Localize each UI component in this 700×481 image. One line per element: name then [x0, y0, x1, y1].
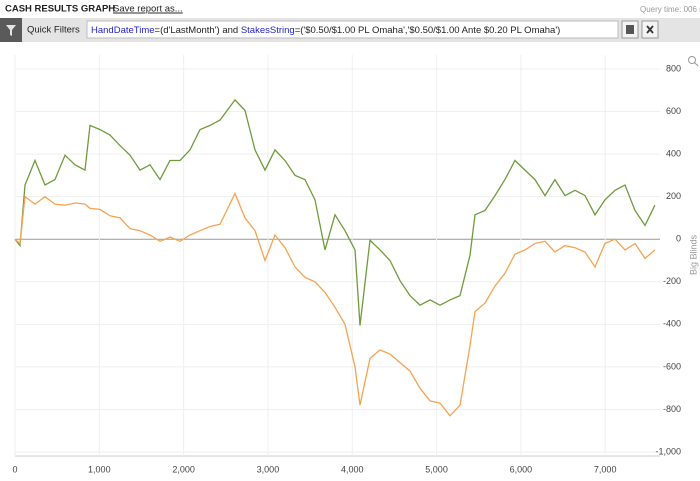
filter-token: =('$0.50/$1.00 PL Omaha','$0.50/$1.00 An…	[295, 25, 561, 36]
filter-input[interactable]	[86, 20, 619, 39]
x-tick-label: 2,000	[172, 464, 195, 474]
x-tick-label: 7,000	[594, 464, 617, 474]
filter-token: HandDateTime	[91, 25, 155, 36]
y-tick-label: -200	[663, 276, 681, 286]
y-tick-label: 0	[676, 234, 681, 244]
x-tick-label: 0	[12, 464, 17, 474]
save-icon	[626, 25, 634, 34]
quick-filters-label: Quick Filters	[27, 25, 80, 36]
save-link[interactable]: Save report as...	[113, 4, 183, 15]
x-tick-label: 4,000	[341, 464, 364, 474]
clear-icon	[646, 25, 654, 34]
x-tick-label: 6,000	[510, 464, 533, 474]
y-tick-label: -1,000	[655, 446, 681, 456]
y-tick-label: 400	[666, 148, 681, 158]
query-time: Query time: 006 m	[640, 5, 700, 14]
x-tick-label: 5,000	[425, 464, 448, 474]
zoom-icon-handle	[694, 62, 699, 67]
x-tick-label: 3,000	[257, 464, 280, 474]
y-tick-label: -800	[663, 404, 681, 414]
filter-token: StakesString	[241, 25, 295, 36]
x-tick-label: 1,000	[88, 464, 111, 474]
y-tick-label: 800	[666, 63, 681, 73]
zoom-icon[interactable]	[688, 56, 696, 64]
series-line	[14, 191, 656, 417]
funnel-icon	[6, 25, 16, 36]
filter-token: =(d'LastMonth') and	[155, 25, 241, 36]
filter-text: HandDateTime=(d'LastMonth') and StakesSt…	[91, 25, 560, 36]
plot: 800 600 400 200 0 -200 -400 -600 -800 -1,000 0 1,00…	[12, 55, 681, 474]
y-tick-label: -600	[663, 361, 681, 371]
y-tick-label: 600	[666, 106, 681, 116]
y-tick-label: -400	[663, 319, 681, 329]
y-tick-label: 200	[666, 191, 681, 201]
series-line	[14, 98, 656, 326]
y-axis-label: Big Blinds	[688, 234, 698, 275]
report-title: CASH RESULTS GRAPH	[5, 4, 115, 15]
